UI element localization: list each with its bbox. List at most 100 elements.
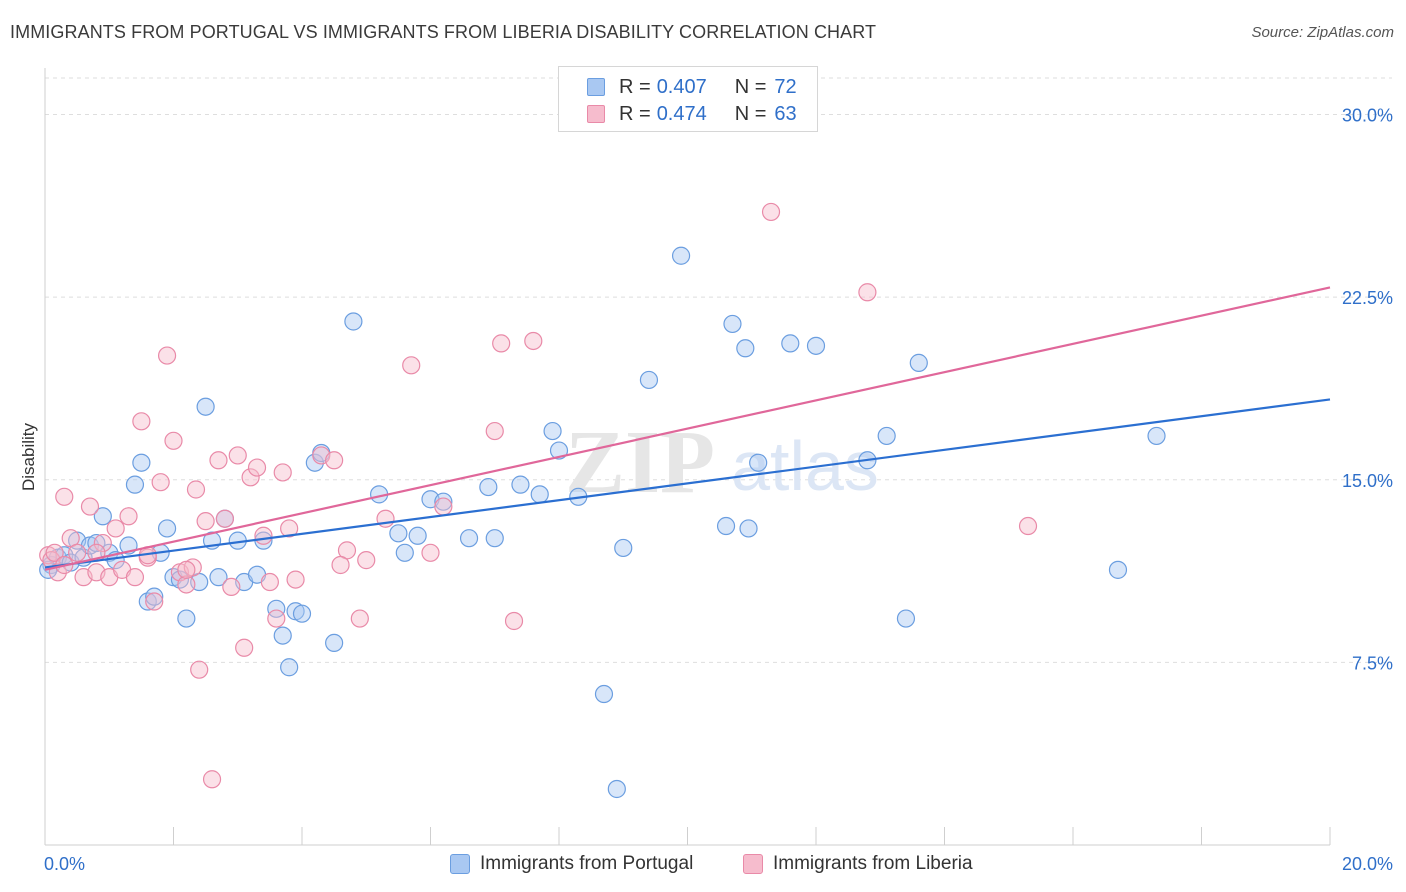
liberia-point (228, 446, 247, 465)
portugal-point (909, 353, 928, 372)
liberia-point (80, 497, 100, 516)
portugal-point (267, 599, 286, 618)
liberia-point (504, 611, 524, 631)
portugal-point (716, 516, 736, 536)
portugal-point (530, 485, 549, 504)
liberia-point (485, 421, 504, 441)
portugal-point (280, 658, 299, 677)
liberia-point (215, 509, 234, 528)
y-tick-label: 7.5% (1352, 653, 1393, 673)
portugal-point (459, 529, 479, 548)
liberia-point (492, 334, 511, 353)
liberia-point (357, 551, 376, 570)
portugal-point (395, 543, 414, 562)
portugal-point (671, 246, 691, 265)
portugal-point (125, 475, 145, 494)
portugal-point (485, 529, 504, 548)
liberia-point (209, 451, 228, 470)
portugal-point (177, 609, 196, 628)
liberia-point (286, 570, 305, 589)
n-label: N = (734, 75, 767, 98)
portugal-point (132, 453, 151, 472)
portugal-point (781, 334, 800, 353)
liberia-point (177, 560, 196, 579)
y-tick-label: 22.5% (1342, 288, 1393, 308)
portugal-point (196, 397, 215, 416)
portugal-point (145, 587, 164, 606)
portugal-point (434, 492, 453, 511)
liberia-point (132, 412, 151, 431)
liberia-point (434, 497, 453, 516)
portugal-point (723, 314, 742, 334)
liberia-point (267, 609, 286, 628)
liberia-point (119, 507, 138, 526)
liberia-point (241, 468, 260, 487)
liberia-point (280, 519, 299, 538)
portugal-point (93, 507, 112, 526)
source-label: Source: ZipAtlas.com (1251, 24, 1394, 41)
liberia-point (164, 431, 183, 450)
y-tick-label: 30.0% (1342, 106, 1393, 126)
stats-legend-row-portugal: R = 0.407 N = 72 (587, 74, 797, 100)
portugal-point (877, 426, 896, 446)
portugal-point (607, 779, 626, 799)
portugal-point (408, 526, 427, 545)
portugal-point (273, 626, 292, 645)
liberia-point (858, 283, 877, 302)
liberia-point (125, 568, 145, 587)
portugal-point (157, 519, 177, 538)
liberia-point (93, 533, 112, 553)
n-label: N = (734, 102, 767, 125)
portugal-point (305, 453, 324, 472)
portugal-point (1147, 426, 1166, 446)
portugal-point (511, 475, 530, 494)
watermark-atlas: atlas (731, 427, 879, 505)
portugal-legend-swatch (450, 854, 470, 874)
portugal-point (325, 633, 344, 653)
portugal-trend-line (44, 398, 1331, 569)
r-label: R = (619, 75, 651, 98)
liberia-point (190, 660, 209, 679)
liberia-trend-line (44, 286, 1331, 571)
liberia-point (254, 526, 273, 545)
n-value: 63 (774, 102, 797, 125)
liberia-point (260, 572, 279, 592)
liberia-point (196, 512, 215, 531)
liberia-swatch (587, 105, 605, 123)
y-tick-label: 15.0% (1342, 471, 1393, 491)
liberia-point (202, 770, 222, 789)
stats-legend: R = 0.407 N = 72 R = 0.474 N = 63 (558, 66, 818, 132)
liberia-point (421, 543, 440, 562)
liberia-point (325, 451, 344, 470)
portugal-point (87, 533, 106, 553)
liberia-point (524, 331, 543, 351)
portugal-point (594, 684, 614, 704)
portugal-point (549, 441, 569, 460)
portugal-point (896, 609, 916, 628)
liberia-point (45, 543, 64, 562)
liberia-point (247, 458, 267, 477)
liberia-point (151, 473, 170, 492)
portugal-point (479, 477, 498, 497)
legend-label-portugal: Immigrants from Portugal (480, 853, 694, 874)
portugal-point (292, 604, 312, 623)
liberia-point (350, 609, 369, 628)
liberia-point (761, 202, 781, 222)
portugal-swatch (587, 78, 605, 96)
r-label: R = (619, 102, 651, 125)
y-axis-title: Disability (19, 422, 38, 491)
portugal-point (209, 568, 228, 587)
liberia-point (235, 638, 254, 657)
r-value: 0.474 (656, 102, 707, 125)
portugal-point (1108, 560, 1128, 579)
legend-item-liberia: Immigrants from Liberia (743, 850, 973, 878)
legend-item-portugal: Immigrants from Portugal (450, 850, 693, 878)
liberia-point (402, 356, 421, 375)
portugal-point (344, 312, 363, 331)
liberia-point (106, 519, 125, 538)
liberia-point (157, 346, 177, 365)
portugal-point (639, 370, 659, 390)
portugal-point (736, 339, 755, 358)
r-value: 0.407 (656, 75, 707, 98)
